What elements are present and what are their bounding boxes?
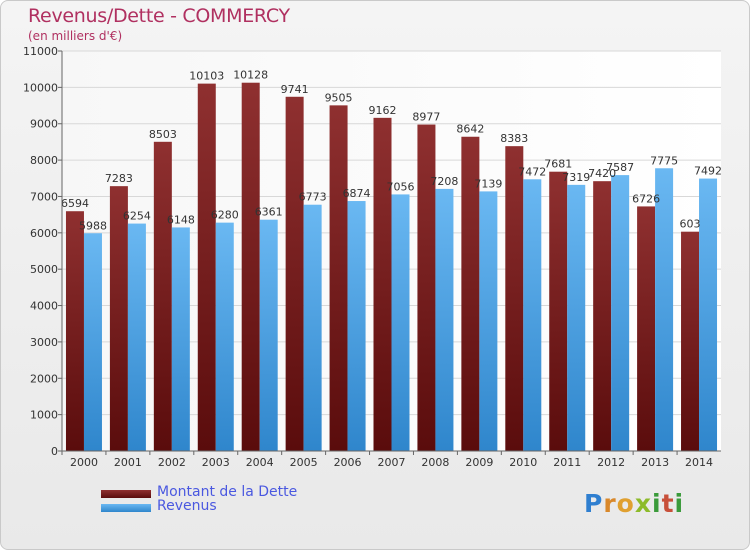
- x-tick-label: 2004: [246, 456, 274, 469]
- bar-dette: [153, 141, 172, 452]
- x-tick-label: 2008: [421, 456, 449, 469]
- chart-title: Revenus/Dette - COMMERCY: [28, 5, 290, 27]
- y-tick-label: 2000: [30, 372, 58, 385]
- y-tick-label: 10000: [23, 81, 58, 94]
- legend: Montant de la Dette Revenus: [101, 484, 361, 515]
- data-label: 8977: [412, 111, 440, 124]
- data-label: 8383: [500, 132, 528, 145]
- data-label: 10103: [189, 70, 224, 83]
- bar-revenus: [699, 178, 718, 451]
- data-label: 603: [680, 218, 701, 231]
- legend-label-revenus: Revenus: [157, 498, 217, 514]
- proxiti-logo: Proxiti: [584, 489, 685, 518]
- bar-dette: [65, 211, 84, 451]
- data-label: 7208: [430, 175, 458, 188]
- bar-revenus: [303, 204, 322, 451]
- bar-dette: [329, 105, 348, 451]
- data-label: 8503: [149, 128, 177, 141]
- data-label: 10128: [233, 69, 268, 82]
- data-label: 6874: [343, 187, 371, 200]
- data-label: 7420: [588, 167, 616, 180]
- bar-revenus: [479, 191, 498, 451]
- bar-dette: [505, 146, 524, 451]
- x-tick-label: 2000: [70, 456, 98, 469]
- data-label: 6254: [123, 210, 151, 223]
- bar-dette: [549, 171, 568, 451]
- bar-dette: [417, 124, 436, 452]
- x-tick-label: 2001: [114, 456, 142, 469]
- bar-dette: [241, 82, 260, 451]
- data-label: 7681: [544, 158, 572, 171]
- data-label: 6773: [299, 191, 327, 204]
- data-label: 7472: [518, 165, 546, 178]
- y-tick-label: 5000: [30, 263, 58, 276]
- data-label: 7775: [650, 154, 678, 167]
- bar-revenus: [259, 219, 278, 451]
- data-label: 9741: [281, 83, 309, 96]
- data-label: 7492: [694, 165, 722, 178]
- bar-revenus: [83, 233, 102, 451]
- data-label: 7056: [387, 180, 415, 193]
- y-tick-label: 7000: [30, 190, 58, 203]
- bar-dette: [109, 186, 128, 451]
- x-tick-label: 2009: [465, 456, 493, 469]
- bar-revenus: [655, 168, 674, 452]
- x-tick-label: 2013: [641, 456, 669, 469]
- data-label: 7587: [606, 161, 634, 174]
- bar-dette: [285, 96, 304, 452]
- y-tick-label: 8000: [30, 154, 58, 167]
- x-tick-label: 2005: [290, 456, 318, 469]
- legend-label-dette: Montant de la Dette: [157, 484, 298, 500]
- data-label: 8642: [456, 123, 484, 136]
- data-label: 6361: [255, 206, 283, 219]
- data-label: 9505: [325, 91, 353, 104]
- bar-revenus: [435, 188, 454, 451]
- y-tick-label: 9000: [30, 118, 58, 131]
- legend-swatch-revenus: [101, 504, 151, 512]
- bar-revenus: [567, 184, 586, 451]
- x-tick-label: 2011: [553, 456, 581, 469]
- bar-dette: [373, 117, 392, 451]
- y-tick-label: 6000: [30, 227, 58, 240]
- bar-dette: [637, 206, 656, 451]
- y-tick-label: 3000: [30, 336, 58, 349]
- data-label: 9162: [369, 104, 397, 117]
- bar-revenus: [127, 223, 146, 451]
- bar-revenus: [523, 179, 542, 452]
- bar-dette: [681, 231, 700, 451]
- y-tick-label: 4000: [30, 300, 58, 313]
- data-label: 6148: [167, 213, 195, 226]
- data-label: 6280: [211, 209, 239, 222]
- data-label: 6594: [61, 197, 89, 210]
- y-tick-label: 11000: [23, 45, 58, 58]
- x-tick-label: 2002: [158, 456, 186, 469]
- bar-dette: [461, 136, 480, 451]
- x-tick-label: 2010: [509, 456, 537, 469]
- x-tick-label: 2003: [202, 456, 230, 469]
- data-label: 7319: [562, 171, 590, 184]
- y-tick-label: 0: [51, 445, 58, 458]
- bar-dette: [197, 83, 216, 452]
- legend-item-dette: Montant de la Dette: [101, 484, 361, 501]
- bar-revenus: [611, 175, 630, 452]
- x-tick-label: 2014: [685, 456, 713, 469]
- x-tick-label: 2007: [378, 456, 406, 469]
- bar-revenus: [215, 222, 234, 451]
- data-label: 5988: [79, 219, 107, 232]
- x-tick-label: 2012: [597, 456, 625, 469]
- data-label: 7139: [474, 177, 502, 190]
- bar-revenus: [391, 194, 410, 451]
- bar-revenus: [347, 201, 366, 451]
- legend-item-revenus: Revenus: [101, 498, 361, 515]
- chart-unit-label: (en milliers d'€): [28, 29, 123, 43]
- data-label: 6726: [632, 192, 660, 205]
- legend-swatch-dette: [101, 490, 151, 498]
- x-tick-label: 2006: [334, 456, 362, 469]
- data-label: 7283: [105, 172, 133, 185]
- bar-dette: [593, 181, 612, 451]
- y-tick-label: 1000: [30, 409, 58, 422]
- bar-revenus: [171, 227, 190, 451]
